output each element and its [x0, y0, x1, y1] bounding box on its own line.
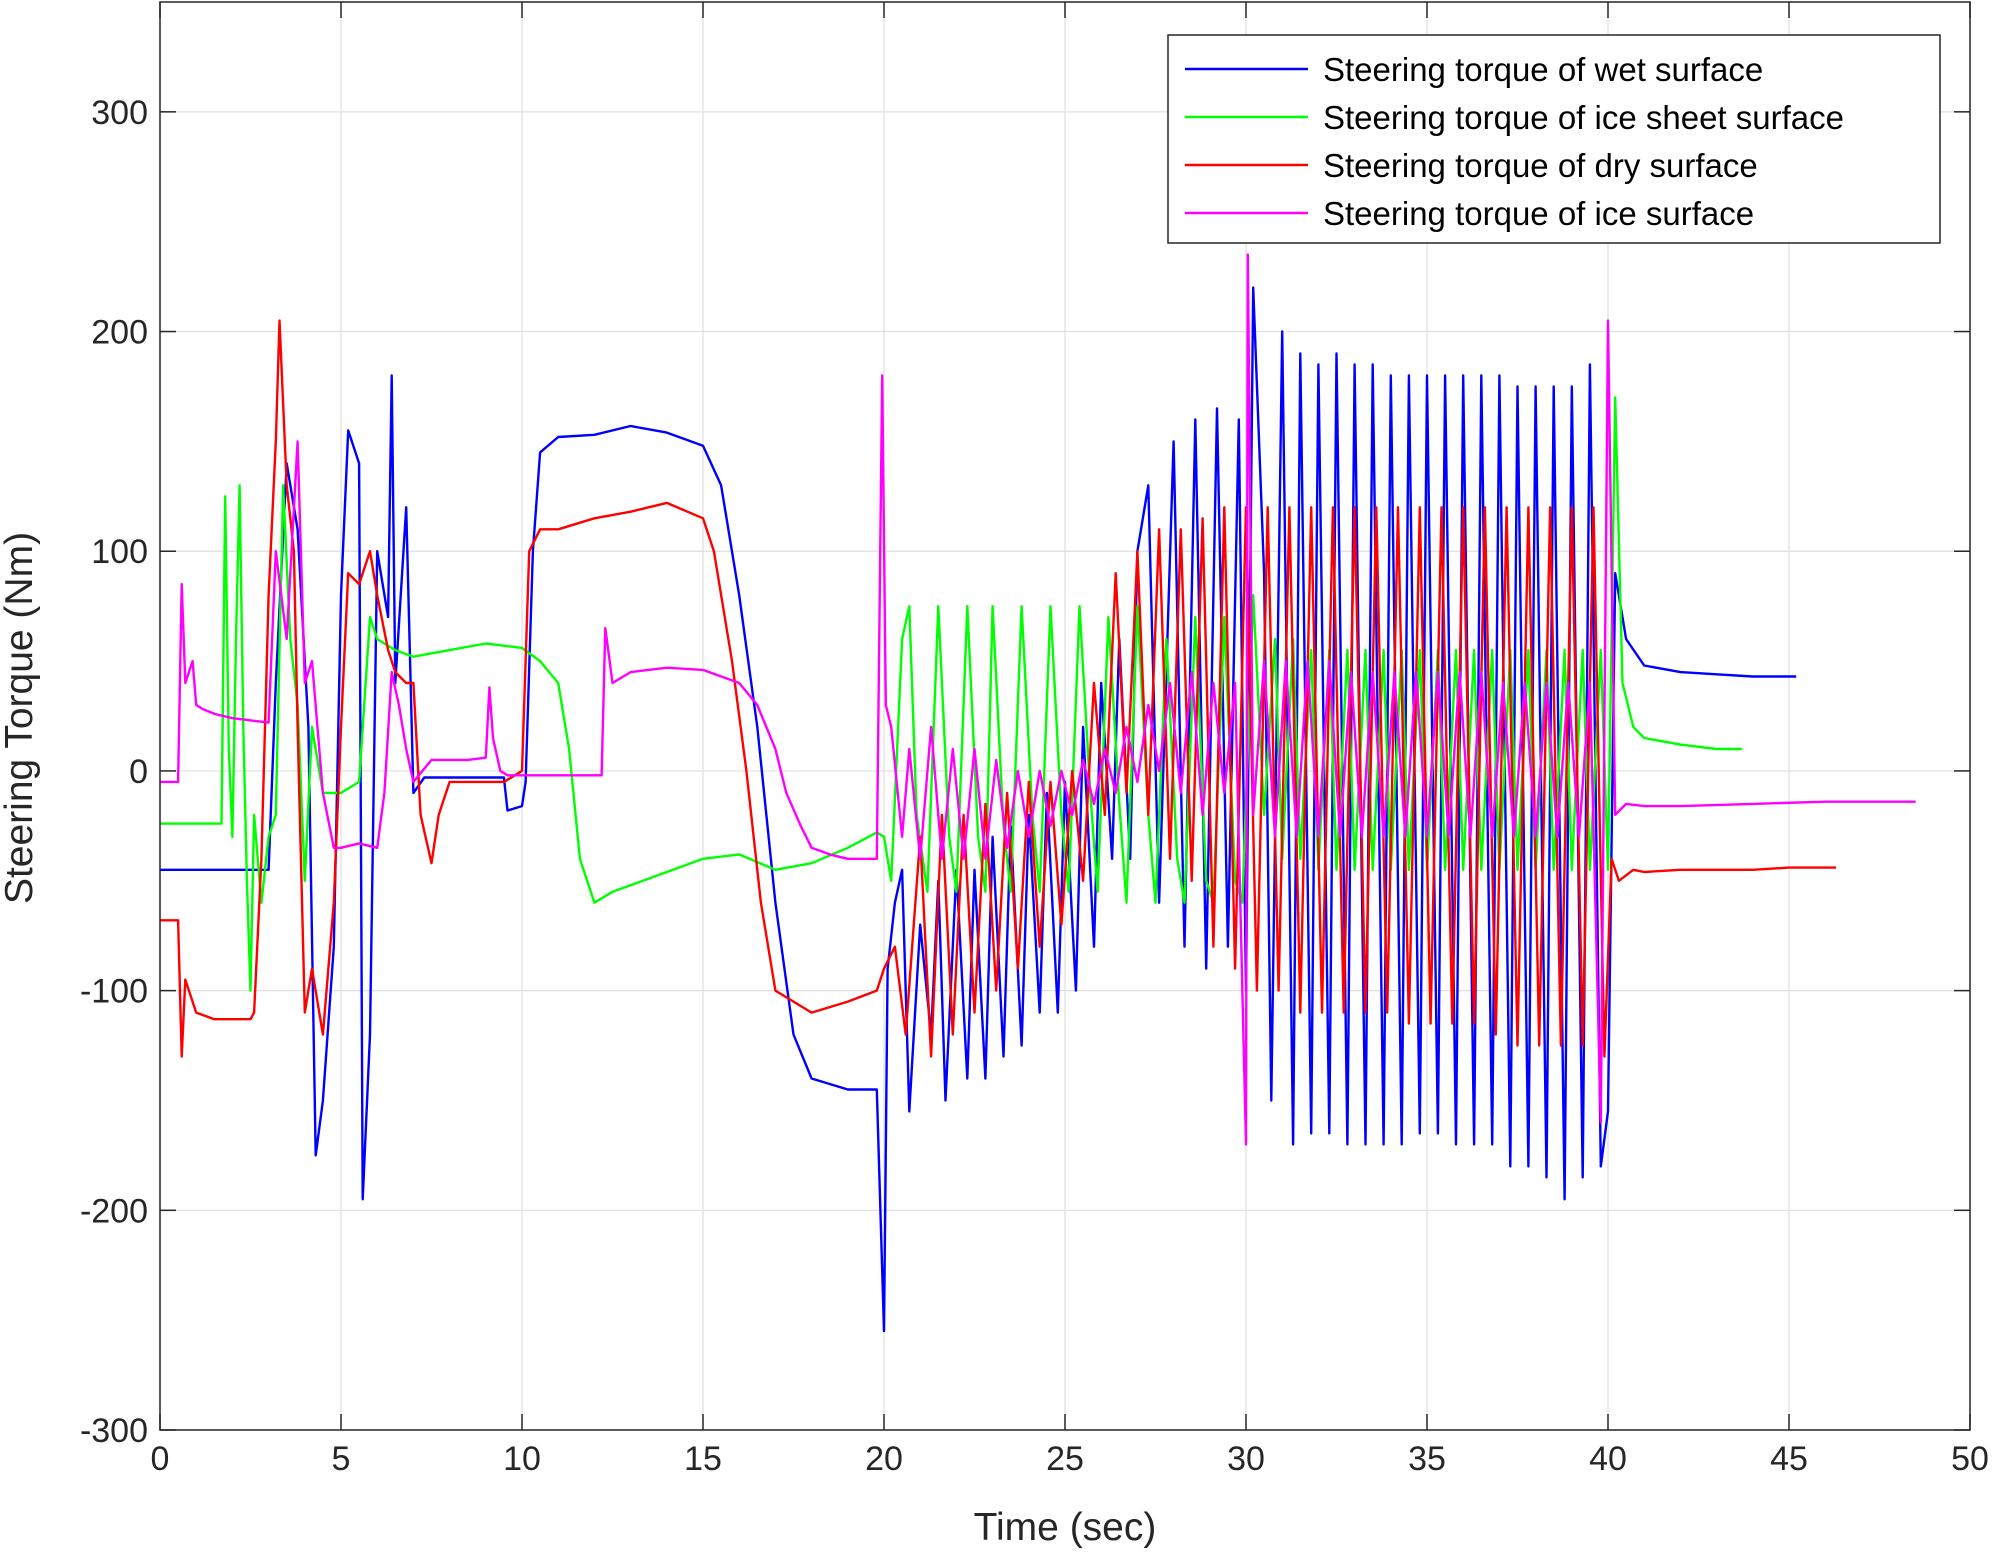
y-tick-label: 300 — [91, 94, 148, 132]
legend-label: Steering torque of wet surface — [1323, 51, 1763, 88]
x-tick-label: 0 — [151, 1440, 170, 1478]
legend: Steering torque of wet surface Steering t… — [1167, 34, 1941, 244]
x-tick-label: 50 — [1951, 1440, 1989, 1478]
y-tick-label: 0 — [129, 753, 148, 791]
y-tick-label: 100 — [91, 533, 148, 571]
x-axis-title: Time (sec) — [974, 1506, 1157, 1549]
y-tick-label: -300 — [80, 1412, 148, 1450]
legend-label: Steering torque of ice surface — [1323, 195, 1754, 232]
x-tick-label: 30 — [1227, 1440, 1265, 1478]
series-lines — [160, 253, 1916, 1333]
x-tick-label: 35 — [1408, 1440, 1446, 1478]
x-tick-label: 40 — [1589, 1440, 1627, 1478]
x-tick-label: 45 — [1770, 1440, 1808, 1478]
y-axis-title: Steering Torque (Nm) — [0, 532, 41, 904]
series-line-3 — [160, 253, 1916, 1146]
series-line-2 — [160, 319, 1837, 1058]
legend-label: Steering torque of ice sheet surface — [1323, 99, 1844, 136]
x-tick-label: 5 — [332, 1440, 351, 1478]
x-tick-label: 10 — [503, 1440, 541, 1478]
y-tick-label: -200 — [80, 1192, 148, 1230]
x-tick-label: 20 — [865, 1440, 903, 1478]
legend-label: Steering torque of dry surface — [1323, 147, 1758, 184]
y-tick-label: -100 — [80, 973, 148, 1011]
x-tick-label: 25 — [1046, 1440, 1084, 1478]
y-tick-label: 200 — [91, 314, 148, 352]
x-tick-label: 15 — [684, 1440, 722, 1478]
axis-ticks: 0 5 10 15 20 25 30 35 40 45 50 -300 -200 -100 0 100 200 3… — [80, 2, 1989, 1478]
